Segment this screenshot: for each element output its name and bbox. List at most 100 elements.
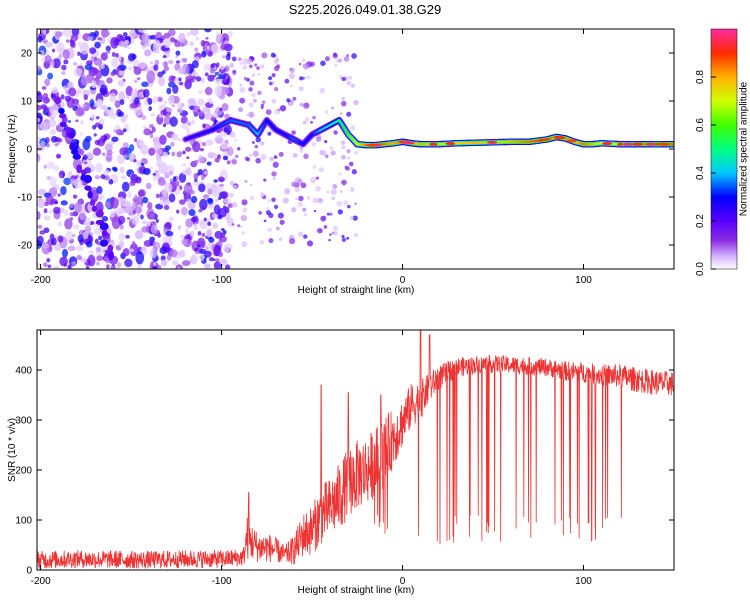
spectrogram-cell xyxy=(312,197,319,204)
spectrogram-cell xyxy=(206,229,212,237)
spectrogram-cell xyxy=(197,155,206,164)
spectrogram-cell xyxy=(239,97,246,104)
spectrogram-cell xyxy=(59,121,67,127)
spectrogram-cell xyxy=(289,67,296,74)
spectrogram-cell xyxy=(203,63,211,71)
spectrogram-cell xyxy=(109,112,118,120)
spectrogram-cell xyxy=(172,260,178,266)
spectrogram-cell xyxy=(138,140,145,148)
spectrogram-cell xyxy=(47,72,54,80)
spectrogram-cell xyxy=(219,107,223,112)
spectrogram-cell xyxy=(54,143,59,147)
spectrogram-cell xyxy=(195,76,202,82)
spectrogram-cell xyxy=(69,39,75,47)
spectrogram-cell xyxy=(219,94,226,100)
spectrogram-cell xyxy=(57,235,64,243)
spectrogram-cell xyxy=(260,64,265,69)
spectrogram-cell xyxy=(244,179,248,184)
spectrogram-cell xyxy=(163,205,170,210)
spectrogram-cell xyxy=(223,198,231,204)
spectrogram-cell xyxy=(220,43,227,51)
spectrogram-cell xyxy=(302,207,307,212)
spectrogram-cell xyxy=(166,164,175,176)
spectrogram-cell xyxy=(267,131,272,136)
spectrogram-cell xyxy=(343,56,350,62)
spectrogram-cell xyxy=(109,211,115,218)
spectrogram-cell xyxy=(340,100,347,107)
spectrogram-cell xyxy=(84,217,92,227)
spectrogram-cell xyxy=(110,71,116,76)
spectrogram-cell xyxy=(69,142,75,151)
spectrogram-cell xyxy=(87,190,93,199)
spectrogram-cell xyxy=(239,86,246,93)
spectrogram-cell xyxy=(72,62,78,66)
spectrogram-cell xyxy=(185,167,192,176)
chart-title: S225.2026.049.01.38.G29 xyxy=(289,2,442,17)
spectrogram-cell xyxy=(137,189,145,197)
spectrogram-cell xyxy=(69,212,75,217)
spectrogram-cell xyxy=(62,85,67,91)
spectrogram-cell xyxy=(68,131,75,139)
spectrogram-cell xyxy=(185,228,190,234)
spectrogram-cell xyxy=(311,141,317,147)
spectrogram-cell xyxy=(141,44,147,50)
spectrogram-cell xyxy=(199,147,205,152)
spectrogram-cell xyxy=(320,215,327,222)
spectrogram-cell xyxy=(252,150,259,157)
spectrogram-cell xyxy=(218,73,227,80)
spectrogram-cell xyxy=(156,96,164,103)
spectrogram-cell xyxy=(37,210,41,220)
spectrogram-cell xyxy=(186,127,191,133)
spectrogram-cell xyxy=(144,49,152,57)
spectrogram-cell xyxy=(156,265,162,269)
spectrogram-cell xyxy=(176,102,185,108)
spectrogram-cell xyxy=(56,42,65,53)
spectrogram-cell xyxy=(203,263,211,269)
spectrogram-cell xyxy=(83,174,92,184)
spectrogram-cell xyxy=(197,109,201,113)
spectrogram-cell xyxy=(110,197,119,209)
spectrogram-cell xyxy=(257,72,261,76)
spectrogram-cell xyxy=(97,99,104,107)
spectrogram-cell xyxy=(238,107,244,113)
spectrogram-cell xyxy=(134,230,144,240)
spectrogram-cell xyxy=(48,118,57,128)
spectrogram-cell xyxy=(207,97,212,102)
spectrogram-cell xyxy=(163,100,168,105)
spectrogram-cell xyxy=(68,170,73,175)
spectrogram-cell xyxy=(150,224,158,234)
spectrogram-cell xyxy=(73,178,83,189)
spectrogram-cell xyxy=(238,57,242,61)
spectrogram-cell xyxy=(120,175,127,180)
spectrogram-cell xyxy=(295,197,298,201)
spectrogram-cell xyxy=(106,50,111,54)
spectrogram-cell xyxy=(164,38,172,49)
spectrogram-cell xyxy=(278,151,284,157)
spectrogram-cell xyxy=(177,137,181,142)
spectrogram-cell xyxy=(309,61,315,67)
spectrogram-cell xyxy=(190,254,198,265)
colorbar-gradient xyxy=(710,28,738,270)
spectrogram-cell xyxy=(183,183,193,195)
spectrogram-cell xyxy=(43,208,48,214)
spectrogram-cell xyxy=(208,152,217,159)
spectrogram-cell xyxy=(131,240,136,247)
spectrogram-cell xyxy=(65,230,73,241)
spectrogram-cell xyxy=(122,128,127,133)
spectrogram-cell xyxy=(255,136,261,143)
spectrogram-cell xyxy=(53,96,62,105)
spectrogram-cell xyxy=(257,90,262,96)
spectrogram-cell xyxy=(219,183,225,188)
spectrogram-cell xyxy=(205,182,213,190)
spectrogram-cell xyxy=(51,86,59,94)
spectrogram-cell xyxy=(91,205,98,213)
spectrogram-cell xyxy=(40,141,46,148)
spectrogram-cell xyxy=(302,120,307,125)
spectrogram-cell xyxy=(622,142,634,146)
spectrogram-cell xyxy=(79,148,85,156)
spectrogram-cell xyxy=(96,186,103,195)
spectrogram-cell xyxy=(329,146,334,151)
spectrogram-cell xyxy=(187,97,196,105)
spectrogram-cell xyxy=(37,198,46,208)
spectrogram-cell xyxy=(107,106,111,110)
